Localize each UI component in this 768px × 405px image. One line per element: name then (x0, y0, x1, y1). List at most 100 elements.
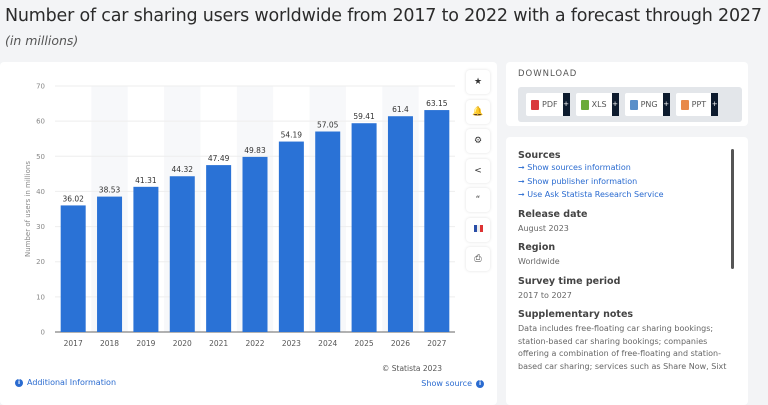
region-heading: Region (518, 242, 556, 253)
bell-button[interactable]: 🔔 (466, 99, 490, 124)
bar (97, 196, 123, 332)
bar (315, 131, 341, 332)
bar (424, 110, 450, 332)
scrollbar[interactable] (731, 149, 734, 269)
toolbar: ★ 🔔 ⚙ < “ ⎙ (466, 70, 490, 277)
data-label: 38.53 (99, 186, 121, 195)
link-label: Show sources information (527, 163, 631, 172)
release-date-value: August 2023 (518, 223, 569, 233)
y-tick-label: 10 (36, 293, 45, 301)
download-options: PDF + XLS + PNG + PPT + (518, 87, 742, 122)
info-icon: i (15, 378, 23, 387)
sources-heading: Sources (518, 150, 561, 161)
arrow-icon: ➞ (518, 190, 525, 199)
share-icon: < (474, 165, 482, 176)
download-ppt-button[interactable]: PPT + (675, 93, 719, 116)
download-pdf-button[interactable]: PDF + (526, 93, 570, 116)
bar (60, 205, 86, 332)
show-source-link[interactable]: Show source i (421, 379, 484, 388)
show-publisher-link[interactable]: ➞ Show publisher information (518, 175, 736, 189)
x-tick-label: 2017 (64, 339, 83, 348)
data-label: 54.19 (281, 131, 303, 140)
notes-value: Data includes free-floating car sharing … (518, 324, 727, 371)
data-label: 63.15 (426, 99, 448, 108)
format-label: XLS (591, 100, 607, 109)
pdf-file-icon (531, 99, 539, 110)
ask-statista-link[interactable]: ➞ Use Ask Statista Research Service (518, 188, 736, 202)
bell-icon: 🔔 (472, 106, 484, 117)
bar (278, 141, 304, 332)
info-icon: i (476, 379, 484, 388)
x-tick-label: 2019 (136, 339, 155, 348)
info-card: Sources ➞ Show sources information ➞ Sho… (506, 137, 748, 405)
y-tick-label: 20 (36, 258, 45, 266)
download-title: DOWNLOAD (518, 69, 578, 79)
y-tick-label: 0 (41, 329, 45, 337)
download-png-button[interactable]: PNG + (624, 93, 670, 116)
x-tick-label: 2025 (355, 339, 374, 348)
survey-period-value: 2017 to 2027 (518, 290, 572, 300)
y-tick-label: 30 (36, 223, 45, 231)
data-label: 44.32 (172, 165, 194, 174)
data-label: 59.41 (353, 112, 375, 121)
bar (169, 176, 195, 332)
flag-icon (473, 224, 483, 235)
download-card: DOWNLOAD PDF + XLS + PNG + PPT + (506, 62, 748, 126)
quote-button[interactable]: “ (466, 188, 490, 212)
y-tick-label: 50 (36, 153, 45, 161)
y-tick-label: 60 (36, 118, 45, 126)
share-button[interactable]: < (466, 158, 490, 183)
download-label: PDF (526, 99, 563, 110)
gear-icon: ⚙ (473, 136, 483, 146)
download-label: PNG (625, 99, 663, 110)
bar-chart: 0 10 20 30 40 50 60 70 Number of users in millio… (24, 83, 455, 348)
show-sources-link[interactable]: ➞ Show sources information (518, 161, 736, 175)
bar (206, 165, 232, 332)
plus-icon[interactable]: + (562, 93, 570, 116)
print-button[interactable]: ⎙ (466, 247, 490, 271)
quote-icon: “ (475, 195, 481, 205)
gear-button[interactable]: ⚙ (466, 129, 490, 153)
download-label: PPT (676, 99, 712, 110)
x-tick-label: 2024 (318, 339, 337, 348)
bar (133, 186, 159, 332)
region-value: Worldwide (518, 257, 560, 266)
x-tick-label: 2023 (282, 339, 301, 348)
notes-heading: Supplementary notes (518, 309, 634, 320)
format-label: PDF (542, 100, 558, 109)
flag-button[interactable] (466, 217, 490, 242)
plus-icon[interactable]: + (662, 93, 670, 116)
format-label: PNG (640, 100, 658, 109)
plus-icon[interactable]: + (611, 93, 619, 116)
print-icon: ⎙ (474, 254, 482, 264)
plus-icon[interactable]: + (711, 93, 719, 116)
format-label: PPT (691, 100, 707, 109)
survey-period-heading: Survey time period (518, 275, 621, 287)
x-tick-label: 2027 (427, 339, 446, 348)
y-tick-label: 70 (36, 83, 45, 91)
data-label: 49.83 (244, 146, 266, 155)
bar (242, 156, 268, 332)
x-tick-label: 2020 (173, 339, 192, 348)
y-axis-label: Number of users in millions (24, 161, 32, 257)
arrow-icon: ➞ (518, 176, 525, 186)
chart-card: 0 10 20 30 40 50 60 70 Number of users in millio… (0, 62, 497, 405)
data-label: 47.49 (208, 154, 230, 163)
data-label: 36.02 (62, 194, 84, 203)
star-icon: ★ (473, 77, 483, 87)
star-button[interactable]: ★ (466, 70, 490, 94)
data-label: 57.05 (317, 121, 339, 130)
show-source-label: Show source (421, 379, 472, 388)
link-label: Show publisher information (527, 176, 638, 186)
x-tick-label: 2018 (100, 339, 119, 348)
additional-information-link[interactable]: i Additional Information (15, 378, 116, 387)
ppt-file-icon (680, 99, 689, 110)
download-xls-button[interactable]: XLS + (575, 93, 619, 116)
png-file-icon (629, 99, 638, 110)
download-label: XLS (576, 99, 612, 110)
statista-credit: © Statista 2023 (381, 364, 442, 373)
x-tick-label: 2021 (209, 339, 228, 348)
x-tick-label: 2026 (391, 339, 410, 348)
page-subtitle: (in millions) (5, 33, 79, 48)
data-label: 41.31 (135, 176, 157, 185)
